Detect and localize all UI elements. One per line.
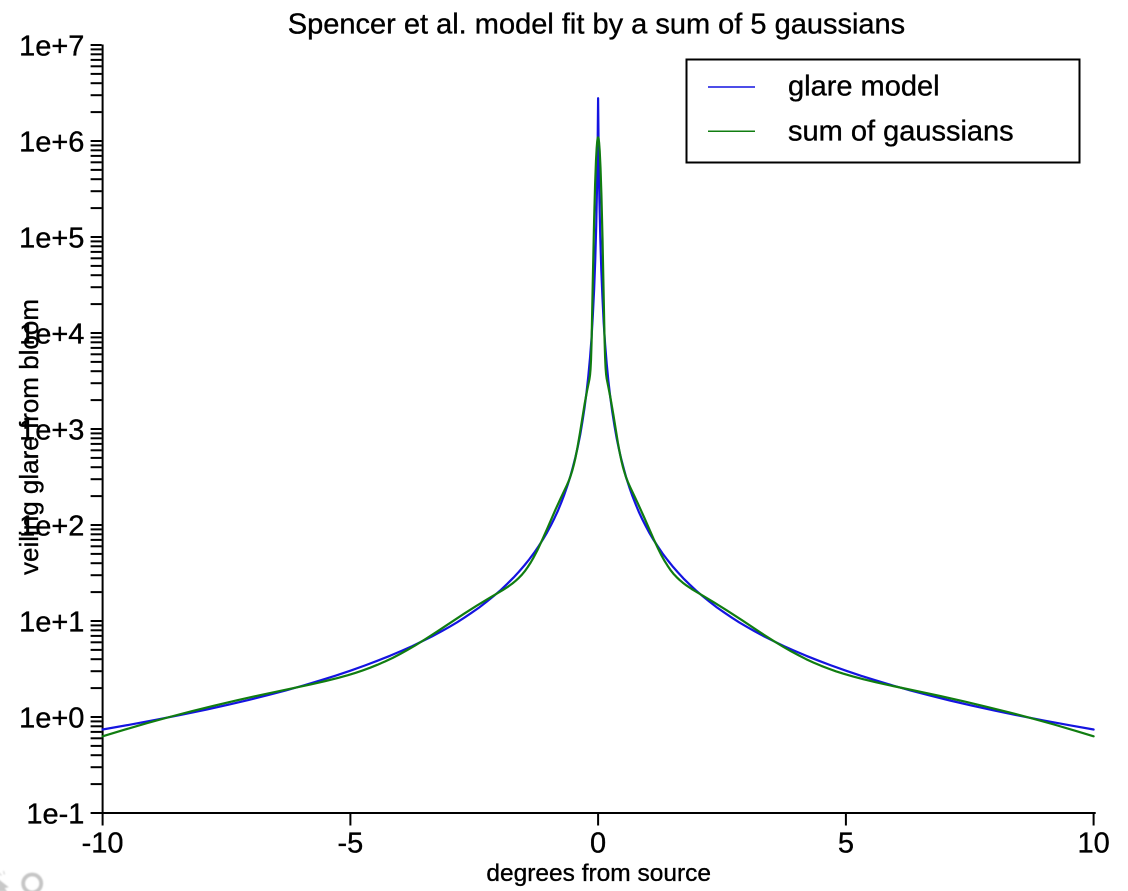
svg-text:1e+3: 1e+3 (19, 415, 84, 447)
svg-text:sum of gaussians: sum of gaussians (788, 115, 1014, 147)
svg-text:1e-1: 1e-1 (26, 799, 84, 831)
svg-text:0: 0 (590, 827, 606, 859)
svg-text:1e+1: 1e+1 (19, 607, 84, 639)
svg-text:degrees from source: degrees from source (486, 860, 711, 887)
svg-text:1e+7: 1e+7 (19, 31, 84, 63)
svg-text:1e+6: 1e+6 (19, 127, 84, 159)
svg-text:1e+0: 1e+0 (19, 703, 84, 735)
svg-text:glare model: glare model (788, 71, 940, 103)
svg-text:veiling glare from bloom: veiling glare from bloom (14, 299, 44, 575)
svg-text:Spencer et al. model fit by a: Spencer et al. model fit by a sum of 5 g… (288, 8, 905, 40)
svg-text:1e+2: 1e+2 (19, 511, 84, 543)
svg-text:5: 5 (838, 827, 854, 859)
svg-text:1e+5: 1e+5 (19, 223, 84, 255)
svg-text:-10: -10 (82, 827, 124, 859)
svg-text:1e+4: 1e+4 (19, 319, 84, 351)
svg-text:-5: -5 (338, 827, 364, 859)
svg-text:10: 10 (1077, 827, 1109, 859)
